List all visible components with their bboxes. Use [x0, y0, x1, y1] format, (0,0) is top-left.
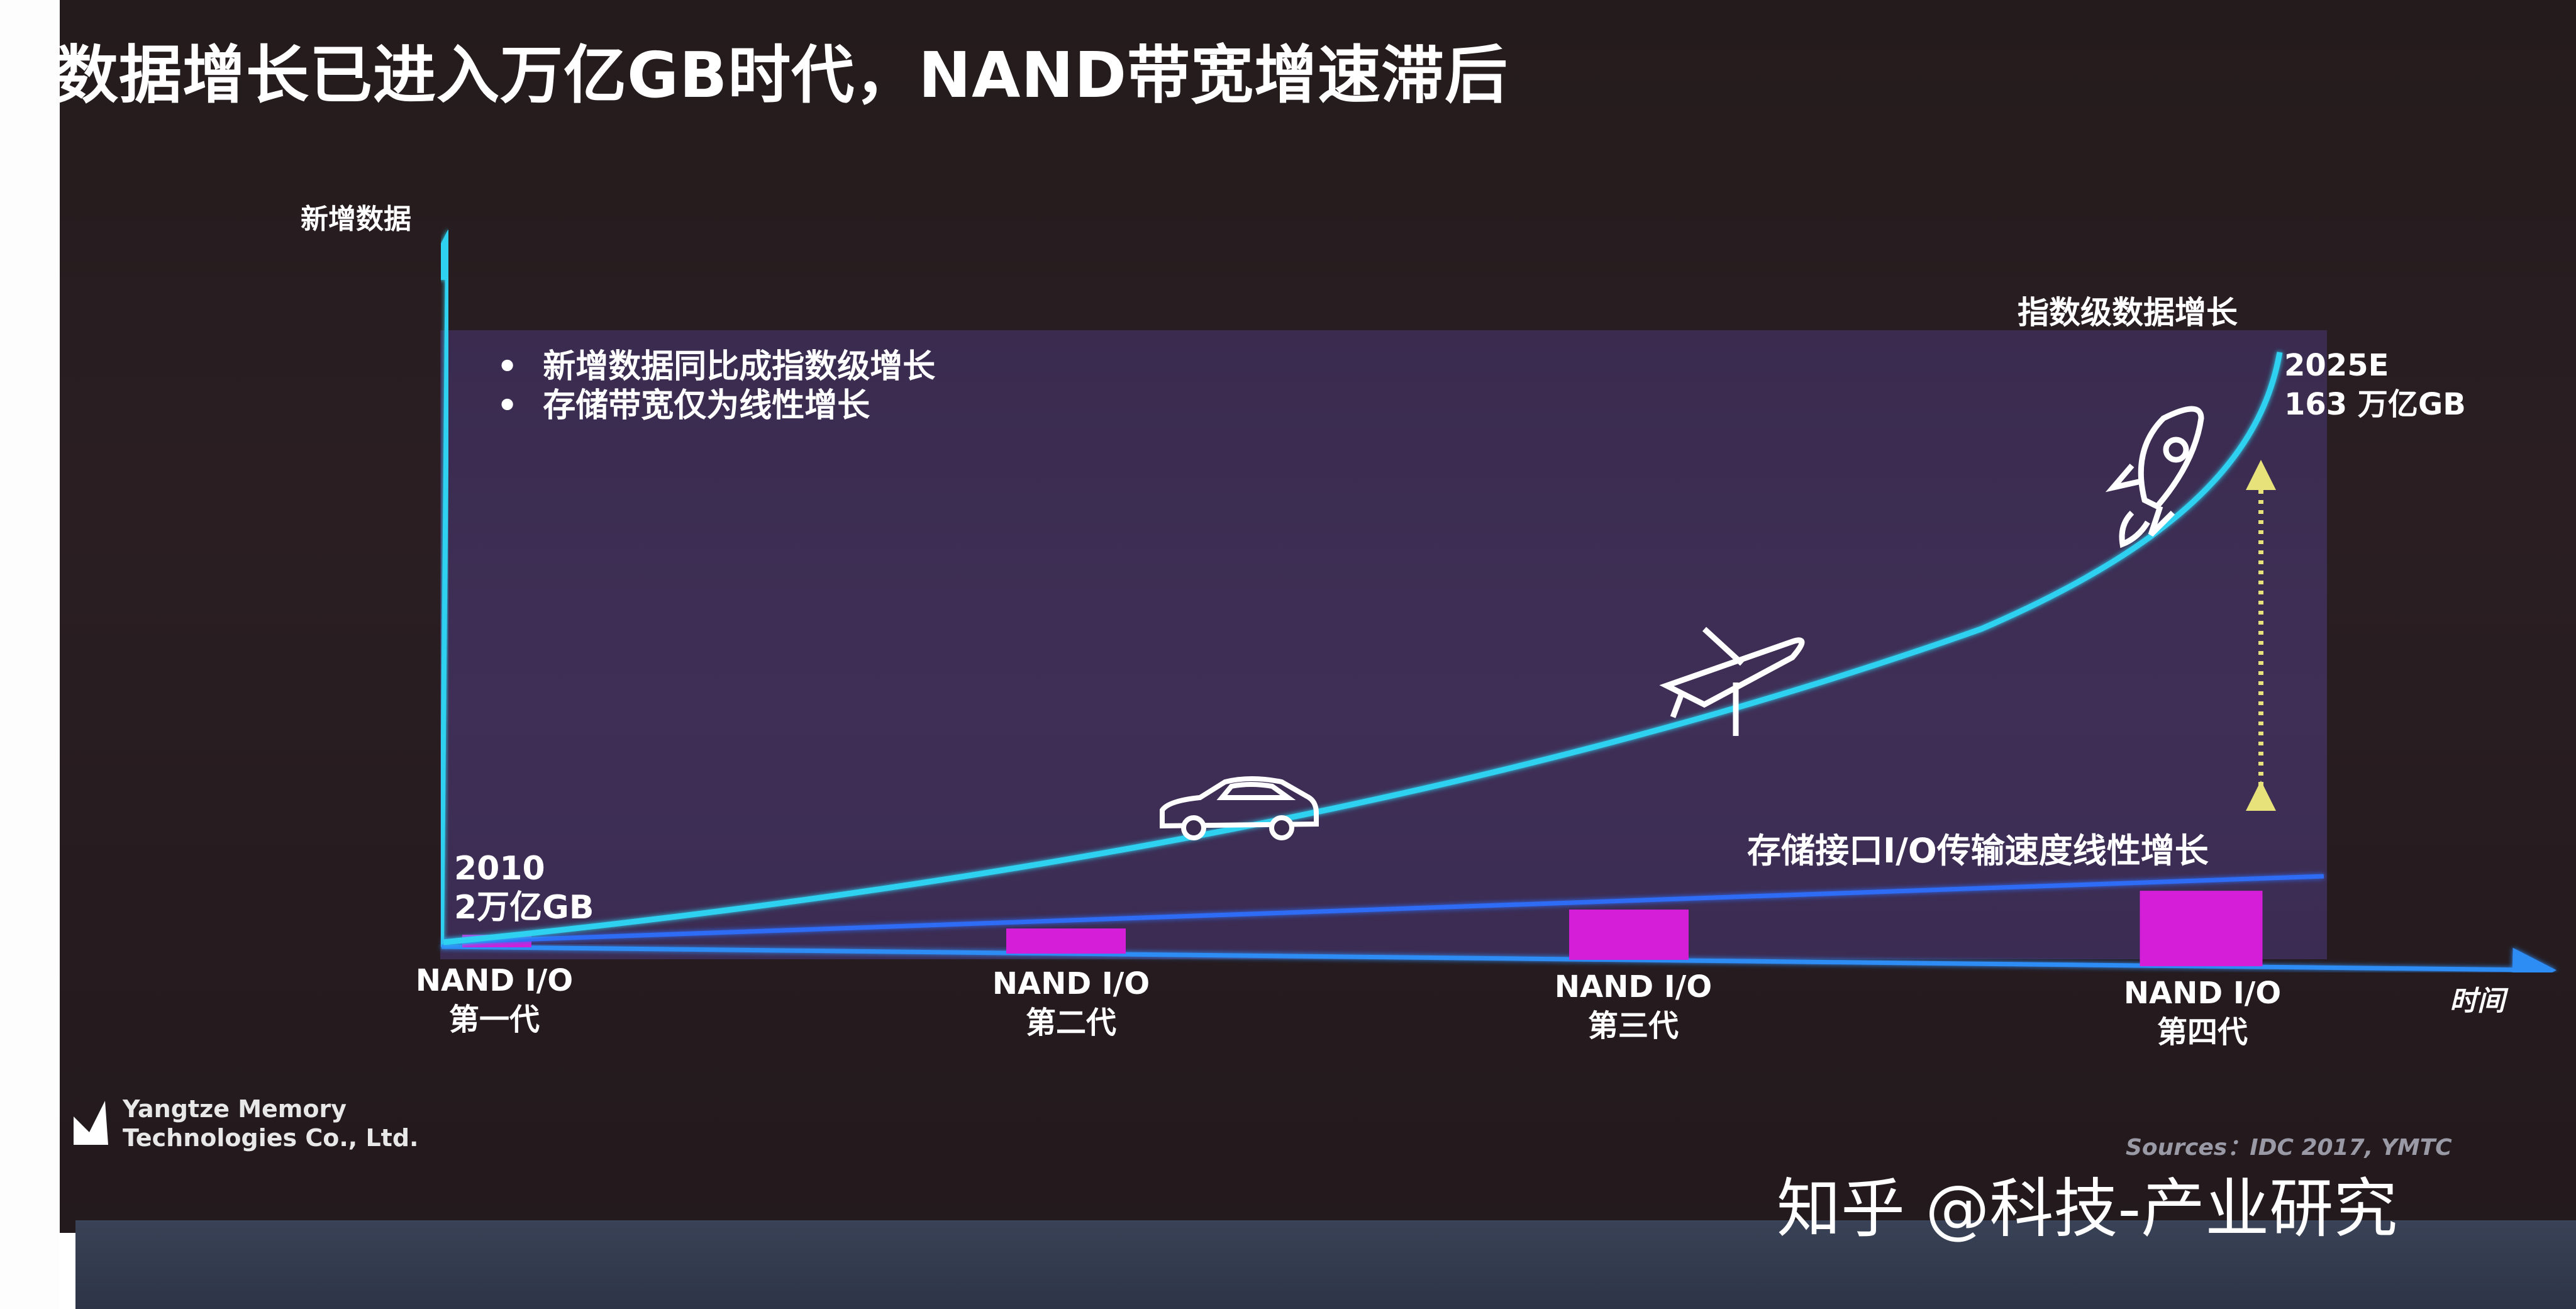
screen-bottom-edge — [75, 1220, 2576, 1309]
company-name-line: Technologies Co., Ltd. — [123, 1124, 419, 1152]
tick-line-1: NAND I/O — [415, 963, 574, 998]
tick-line-1: NAND I/O — [992, 966, 1150, 1001]
start-annotation: 2010 2万亿GB — [454, 849, 594, 927]
end-annotation: 2025E 163 万亿GB — [2284, 346, 2466, 424]
exponential-series-label: 指数级数据增长 — [2018, 294, 2238, 331]
start-year: 2010 — [454, 850, 545, 888]
plot-panel — [440, 330, 2327, 959]
y-axis — [422, 230, 473, 947]
watermark: 知乎 @科技-产业研究 — [1777, 1172, 2398, 1247]
company-name-line: Yangtze Memory — [123, 1095, 347, 1123]
photo-edge — [0, 0, 60, 1309]
tick-line-2: 第四代 — [2157, 1015, 2248, 1050]
x-tick-label: NAND I/O 第三代 — [1539, 967, 1728, 1045]
airplane-icon — [1659, 627, 1805, 736]
tick-line-2: 第三代 — [1587, 1008, 1679, 1044]
linear-series-label: 存储接口I/O传输速度线性增长 — [1747, 831, 2209, 871]
company-logo-icon — [74, 1101, 108, 1145]
x-tick-label: NAND I/O 第二代 — [977, 964, 1165, 1042]
tick-line-2: 第一代 — [448, 1002, 540, 1037]
tick-line-1: NAND I/O — [1554, 969, 1713, 1005]
io-bar — [1006, 928, 1126, 954]
x-tick-label: NAND I/O 第一代 — [400, 961, 589, 1039]
x-tick-label: NAND I/O 第四代 — [2108, 974, 2297, 1052]
data-exponential-curve — [443, 352, 2283, 945]
io-bar — [1569, 909, 1689, 960]
end-year: 2025E — [2284, 348, 2389, 383]
bullet-item: 新增数据同比成指数级增长 — [497, 347, 935, 386]
company-name: Yangtze Memory Technologies Co., Ltd. — [123, 1095, 418, 1152]
x-axis-label: 时间 — [2450, 985, 2505, 1017]
tick-line-1: NAND I/O — [2123, 976, 2282, 1011]
rocket-icon — [2105, 406, 2204, 549]
car-icon — [1160, 776, 1319, 840]
y-axis-label: 新增数据 — [301, 203, 411, 235]
bullet-item: 存储带宽仅为线性增长 — [497, 386, 935, 425]
end-value: 163 万亿GB — [2284, 387, 2466, 422]
io-bar — [2140, 891, 2263, 967]
sources-note: Sources：IDC 2017, YMTC — [2126, 1135, 2452, 1161]
io-linear-line — [443, 874, 2324, 945]
slide-title: 数据增长已进入万亿GB时代，NAND带宽增速滞后 — [55, 38, 1509, 112]
tick-line-2: 第二代 — [1025, 1005, 1116, 1040]
start-value: 2万亿GB — [454, 889, 594, 927]
bullet-list: 新增数据同比成指数级增长 存储带宽仅为线性增长 — [497, 347, 935, 425]
